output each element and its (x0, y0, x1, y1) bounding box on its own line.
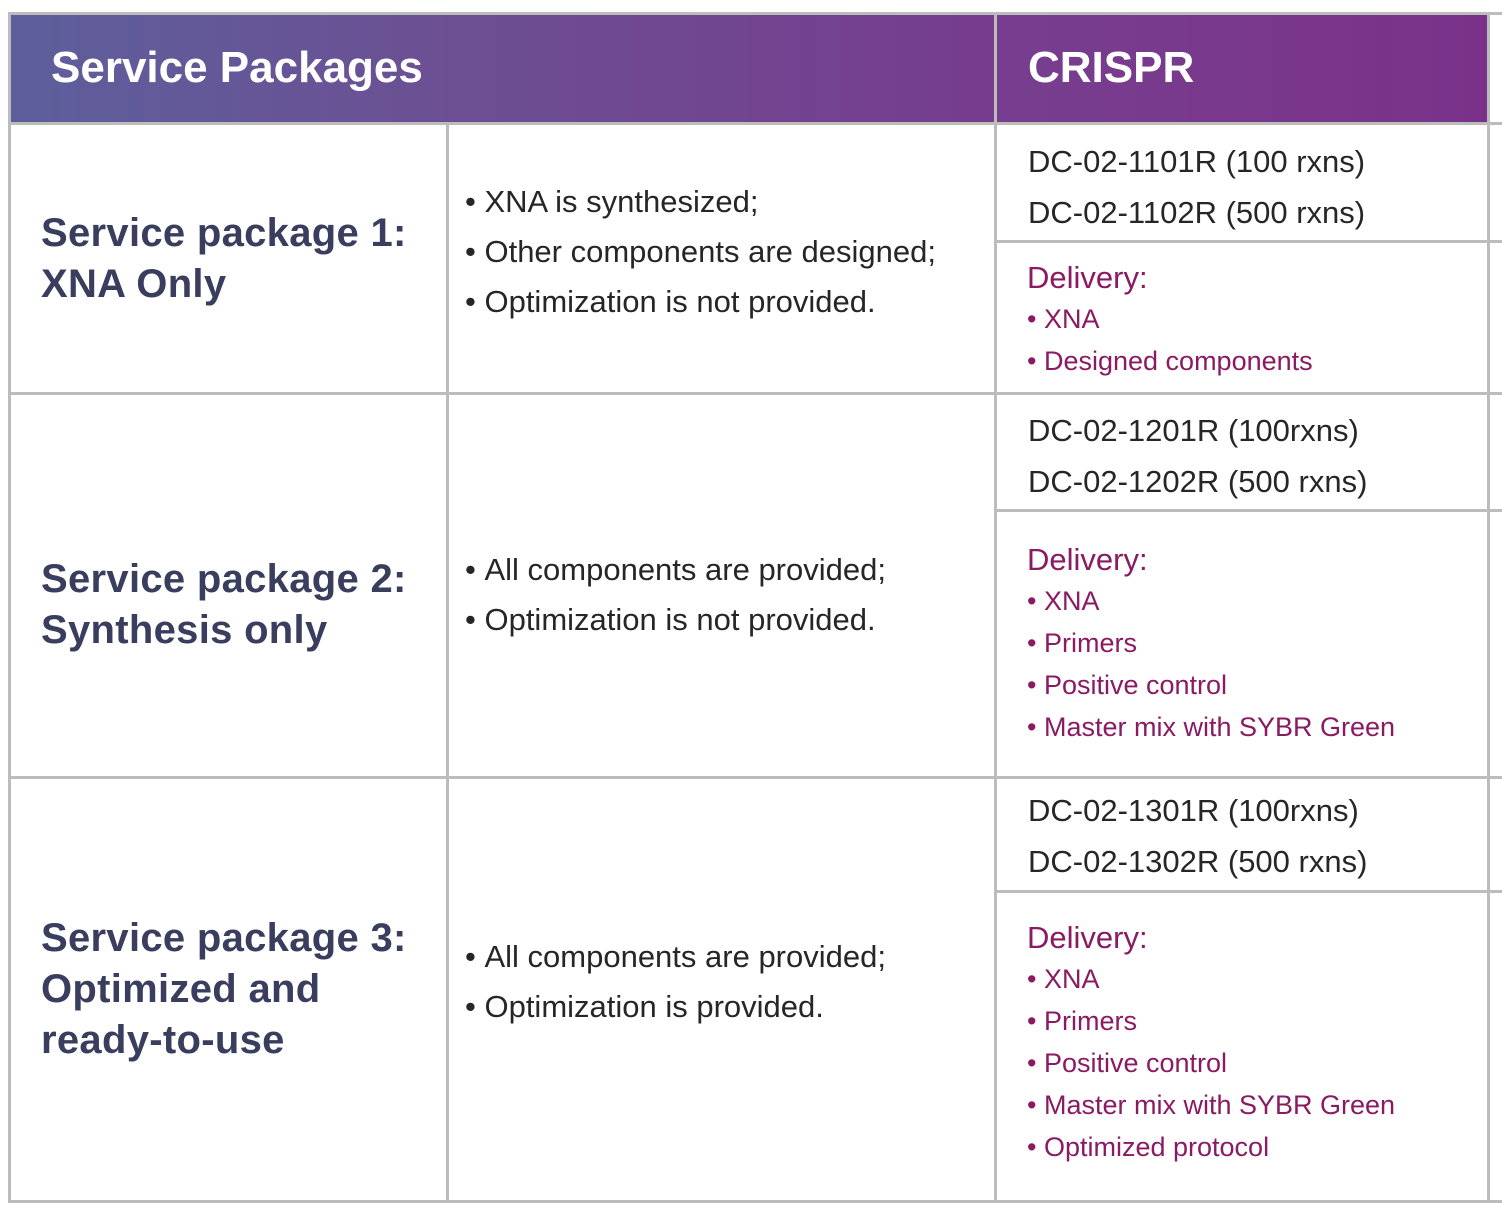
column-divider-2 (994, 12, 997, 1203)
table-border-right (1487, 12, 1490, 1203)
row-1-split-line (996, 240, 1502, 243)
delivery-item: Master mix with SYBR Green (1027, 706, 1487, 748)
package-title-line: Service package 3: (41, 915, 407, 960)
package-1-catalog-codes: DC-02-1101R (100 rxns) DC-02-1102R (500 … (997, 136, 1487, 240)
delivery-item: XNA (1027, 580, 1487, 622)
delivery-item: Optimized protocol (1027, 1126, 1487, 1168)
catalog-code: DC-02-1202R (500 rxns) (1028, 464, 1368, 499)
row-2-split-line (996, 509, 1502, 512)
feature-item: Optimization is provided. (465, 982, 994, 1032)
package-1-features: XNA is synthesized; Other components are… (449, 125, 994, 379)
package-title-line: ready-to-use (41, 1017, 285, 1062)
header-column-title: CRISPR (1028, 43, 1195, 92)
feature-item: Optimization is not provided. (465, 595, 994, 645)
delivery-label: Delivery: (1027, 542, 1148, 577)
package-title-line: Service package 1: (41, 210, 407, 255)
delivery-label: Delivery: (1027, 260, 1148, 295)
feature-item: Optimization is not provided. (465, 277, 994, 327)
package-3-title: Service package 3: Optimized and ready-t… (10, 779, 446, 1199)
table-border-left (8, 12, 11, 1203)
delivery-item: Positive control (1027, 664, 1487, 706)
catalog-code: DC-02-1102R (500 rxns) (1028, 195, 1366, 230)
package-3-catalog-codes: DC-02-1301R (100rxns) DC-02-1302R (500 r… (997, 785, 1487, 889)
header-bottom-line (9, 122, 1502, 125)
package-2-delivery: Delivery: XNA Primers Positive control M… (997, 540, 1487, 776)
delivery-item: Positive control (1027, 1042, 1487, 1084)
package-title-line: Service package 2: (41, 557, 407, 601)
table-border-top (9, 12, 1502, 15)
package-1-delivery: Delivery: XNA Designed components (997, 258, 1487, 392)
header-service-packages: Service Packages (9, 12, 996, 124)
catalog-code: DC-02-1201R (100rxns) (1028, 413, 1359, 448)
catalog-code: DC-02-1301R (100rxns) (1028, 793, 1359, 828)
package-2-features: All components are provided; Optimizatio… (449, 395, 994, 795)
header-title: Service Packages (51, 43, 423, 92)
delivery-label: Delivery: (1027, 920, 1148, 955)
feature-item: Other components are designed; (465, 227, 994, 277)
package-2-catalog-codes: DC-02-1201R (100rxns) DC-02-1202R (500 r… (997, 405, 1487, 509)
package-title-line: Synthesis only (41, 608, 328, 652)
table-border-bottom (9, 1200, 1502, 1203)
column-divider-1 (446, 122, 449, 1203)
row-2-bottom-line (9, 776, 1502, 779)
row-3-split-line (996, 890, 1502, 893)
package-3-delivery: Delivery: XNA Primers Positive control M… (997, 918, 1487, 1200)
row-1-bottom-line (9, 392, 1502, 395)
package-title-line: Optimized and (41, 966, 321, 1011)
delivery-item: Designed components (1027, 340, 1487, 382)
feature-item: XNA is synthesized; (465, 177, 994, 227)
delivery-item: XNA (1027, 298, 1487, 340)
package-3-features: All components are provided; Optimizatio… (449, 779, 994, 1184)
catalog-code: DC-02-1302R (500 rxns) (1028, 844, 1368, 879)
feature-item: All components are provided; (465, 545, 994, 595)
package-1-title: Service package 1: XNA Only (10, 125, 446, 392)
catalog-code: DC-02-1101R (100 rxns) (1028, 144, 1366, 179)
delivery-item: Master mix with SYBR Green (1027, 1084, 1487, 1126)
delivery-item: Primers (1027, 622, 1487, 664)
delivery-item: Primers (1027, 1000, 1487, 1042)
package-title-line: XNA Only (41, 261, 227, 306)
feature-item: All components are provided; (465, 932, 994, 982)
package-2-title: Service package 2: Synthesis only (10, 395, 446, 815)
delivery-item: XNA (1027, 958, 1487, 1000)
header-crispr: CRISPR (996, 12, 1490, 124)
